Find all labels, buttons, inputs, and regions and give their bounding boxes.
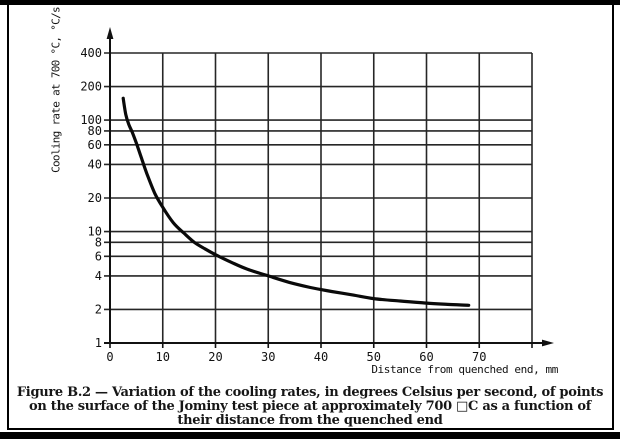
svg-text:30: 30 [261, 350, 275, 364]
bottom-rule-bar [0, 432, 620, 439]
svg-text:100: 100 [80, 113, 102, 127]
svg-text:0: 0 [106, 350, 113, 364]
y-axis-title: Cooling rate at 700 °C, °C/s [49, 7, 63, 173]
svg-text:1: 1 [95, 336, 102, 350]
caption-line-3: their distance from the quenched end [177, 413, 443, 428]
svg-text:80: 80 [88, 124, 102, 138]
caption-line-2: on the surface of the Jominy test piece … [28, 399, 592, 414]
svg-text:4: 4 [95, 269, 102, 283]
svg-text:10: 10 [156, 350, 170, 364]
svg-text:400: 400 [80, 46, 102, 60]
svg-text:20: 20 [88, 191, 102, 205]
svg-text:8: 8 [95, 235, 102, 249]
svg-text:60: 60 [88, 138, 102, 152]
svg-text:40: 40 [314, 350, 328, 364]
svg-text:2: 2 [95, 302, 102, 316]
caption-line-1: Figure B.2 — Variation of the cooling ra… [16, 385, 604, 400]
svg-text:200: 200 [80, 80, 102, 94]
figure-frame [7, 2, 614, 430]
svg-text:60: 60 [419, 350, 433, 364]
svg-text:40: 40 [88, 157, 102, 171]
svg-text:6: 6 [95, 249, 102, 263]
svg-text:20: 20 [208, 350, 222, 364]
svg-text:50: 50 [367, 350, 381, 364]
svg-text:70: 70 [472, 350, 486, 364]
figure-caption: Figure B.2 — Variation of the cooling ra… [10, 386, 610, 428]
x-axis-title: Distance from quenched end, mm [371, 363, 558, 376]
svg-text:10: 10 [88, 225, 102, 239]
